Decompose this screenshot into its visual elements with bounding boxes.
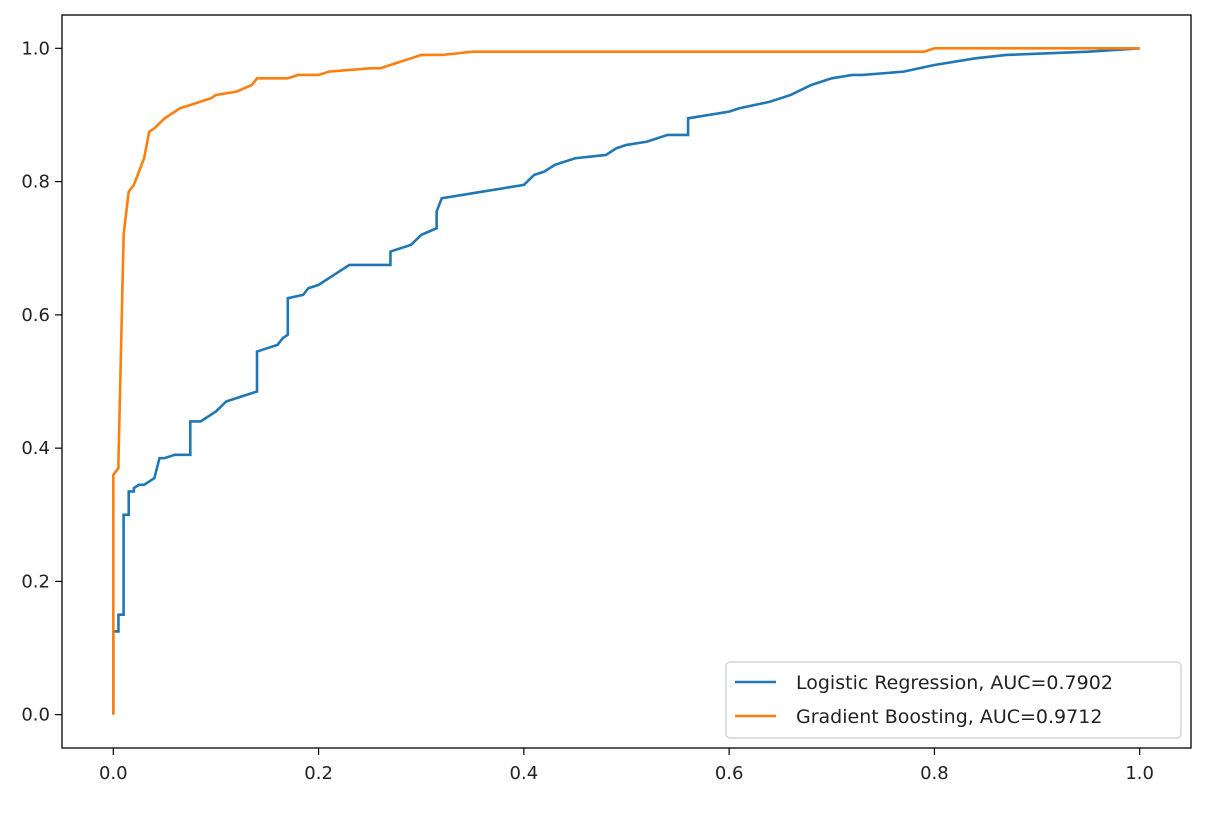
legend-label-0: Logistic Regression, AUC=0.7902 xyxy=(796,672,1113,694)
legend-label-1: Gradient Boosting, AUC=0.9712 xyxy=(796,706,1102,728)
x-tick-label: 0.8 xyxy=(920,763,949,784)
series-line-1 xyxy=(112,47,1140,715)
x-tick-label: 1.0 xyxy=(1125,763,1154,784)
x-axis: 0.0 0.2 0.4 0.6 0.8 1.0 xyxy=(99,748,1154,784)
x-tick-label: 0.0 xyxy=(99,763,128,784)
x-tick-label: 0.2 xyxy=(304,763,333,784)
y-axis: 0.0 0.2 0.4 0.6 0.8 1.0 xyxy=(21,38,62,726)
y-tick-label: 0.6 xyxy=(21,305,50,326)
y-tick-label: 0.4 xyxy=(21,438,50,459)
y-tick-label: 0.2 xyxy=(21,571,50,592)
y-tick-label: 0.8 xyxy=(21,172,50,193)
y-tick-label: 0.0 xyxy=(21,705,50,726)
series-layer xyxy=(112,47,1140,715)
legend: Logistic Regression, AUC=0.7902 Gradient … xyxy=(725,661,1182,739)
x-tick-label: 0.4 xyxy=(510,763,539,784)
series-line-0 xyxy=(112,47,1140,715)
x-tick-label: 0.6 xyxy=(715,763,744,784)
legend-box xyxy=(725,661,1182,739)
plot-frame xyxy=(61,14,1192,749)
y-tick-label: 1.0 xyxy=(21,38,50,59)
